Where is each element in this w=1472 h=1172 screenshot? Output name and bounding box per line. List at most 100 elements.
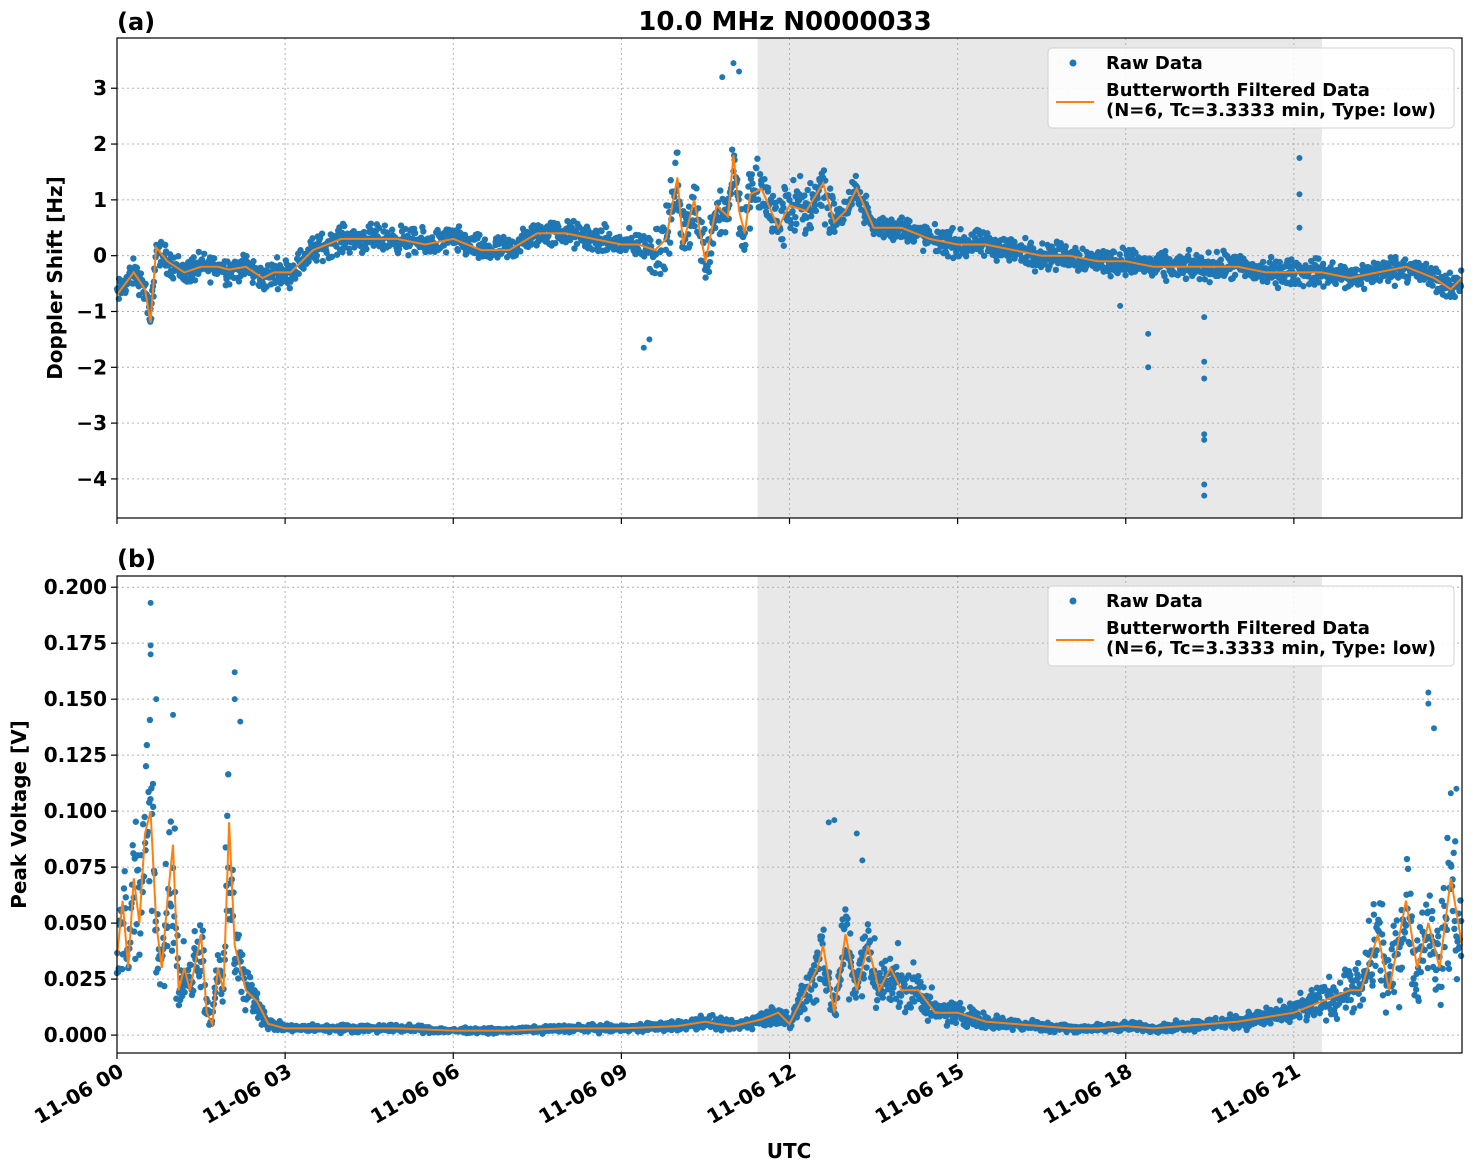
raw-data-outlier <box>859 857 866 864</box>
raw-data-point <box>242 1007 249 1014</box>
raw-data-point <box>571 245 578 252</box>
legend-raw-marker <box>1069 59 1077 67</box>
raw-data-point <box>782 1008 790 1016</box>
raw-data-point <box>168 947 176 954</box>
raw-data-point <box>146 716 154 724</box>
raw-data-outlier <box>1145 364 1152 371</box>
y-tick-label: −4 <box>76 467 107 491</box>
raw-data-point <box>780 242 787 249</box>
raw-data-point <box>1429 907 1436 915</box>
raw-data-point <box>142 763 150 770</box>
raw-data-point <box>235 975 242 982</box>
raw-data-point <box>395 245 403 253</box>
raw-data-point <box>239 951 246 958</box>
raw-data-point <box>1011 238 1018 246</box>
raw-data-point <box>861 933 869 940</box>
raw-data-point <box>309 235 316 242</box>
raw-data-point <box>754 155 761 162</box>
raw-data-outlier <box>1447 790 1454 797</box>
raw-data-point <box>573 240 581 247</box>
raw-data-point <box>818 202 825 210</box>
raw-data-point <box>1267 1020 1274 1027</box>
raw-data-point <box>161 982 168 990</box>
raw-data-point <box>722 229 729 236</box>
raw-data-outlier <box>1117 302 1124 309</box>
legend-filtered-params: (N=6, Tc=3.3333 min, Type: low) <box>1106 100 1436 121</box>
y-tick-label: 0.025 <box>44 967 107 991</box>
raw-data-point <box>1401 256 1409 263</box>
raw-data-point <box>920 247 927 255</box>
raw-data-point <box>1382 1009 1390 1016</box>
raw-data-point <box>843 920 851 928</box>
raw-data-point <box>328 253 336 260</box>
raw-data-point <box>249 279 256 286</box>
raw-data-point <box>367 220 375 227</box>
raw-data-point <box>1274 284 1282 292</box>
raw-data-point <box>1369 977 1376 985</box>
raw-data-point <box>1267 253 1275 261</box>
raw-data-point <box>907 1004 915 1011</box>
raw-data-outlier <box>831 817 838 824</box>
raw-data-point <box>219 998 226 1005</box>
raw-data-point <box>1107 273 1114 280</box>
raw-data-point <box>1354 959 1362 967</box>
raw-data-point <box>1457 283 1465 290</box>
raw-data-point <box>286 284 293 292</box>
raw-data-point <box>893 963 900 971</box>
raw-data-point <box>1434 940 1442 948</box>
raw-data-point <box>779 235 786 243</box>
raw-data-point <box>666 250 673 257</box>
raw-data-point <box>360 228 368 236</box>
raw-data-point <box>862 192 870 200</box>
raw-data-point <box>481 236 489 243</box>
raw-data-point <box>812 207 820 215</box>
raw-data-point <box>754 196 762 203</box>
raw-data-point <box>281 272 289 279</box>
raw-data-point <box>442 249 450 256</box>
raw-data-point <box>949 224 956 232</box>
raw-data-point <box>926 994 934 1001</box>
raw-data-point <box>411 229 419 237</box>
raw-data-point <box>896 999 904 1006</box>
raw-data-point <box>274 286 282 293</box>
chart-title: 10.0 MHz N0000033 <box>638 7 931 37</box>
raw-data-point <box>137 270 145 277</box>
raw-data-point <box>313 257 320 264</box>
raw-data-point <box>1398 964 1406 971</box>
raw-data-point <box>993 1012 1000 1019</box>
raw-data-outlier <box>1425 700 1432 707</box>
raw-data-point <box>706 258 714 266</box>
raw-data-point <box>811 202 819 209</box>
raw-data-point <box>889 990 896 997</box>
raw-data-point <box>187 961 195 969</box>
raw-data-point <box>143 741 151 749</box>
legend-filtered-params: (N=6, Tc=3.3333 min, Type: low) <box>1106 638 1436 659</box>
raw-data-point <box>1315 255 1322 262</box>
panel-label: (a) <box>117 8 155 36</box>
raw-data-point <box>1332 280 1340 288</box>
raw-data-point <box>1376 919 1383 926</box>
raw-data-point <box>807 224 815 232</box>
raw-data-point <box>1163 277 1170 285</box>
raw-data-point <box>685 203 693 210</box>
raw-data-point <box>950 254 957 261</box>
raw-data-point <box>1424 964 1432 972</box>
raw-data-point <box>295 270 302 277</box>
raw-data-point <box>1440 884 1447 892</box>
raw-data-point <box>910 959 917 966</box>
raw-data-point <box>300 265 307 272</box>
raw-data-point <box>811 982 819 989</box>
raw-data-point <box>552 239 559 247</box>
raw-data-point <box>1182 275 1190 282</box>
x-tick-label: 11-06 18 <box>1039 1059 1137 1129</box>
raw-data-point <box>170 275 177 282</box>
raw-data-point <box>674 149 681 156</box>
raw-data-point <box>1110 248 1118 256</box>
raw-data-point <box>1419 957 1427 965</box>
raw-data-point <box>831 228 838 235</box>
raw-data-point <box>894 939 902 947</box>
raw-data-point <box>879 994 887 1001</box>
raw-data-point <box>129 842 136 849</box>
raw-data-point <box>1206 278 1213 286</box>
